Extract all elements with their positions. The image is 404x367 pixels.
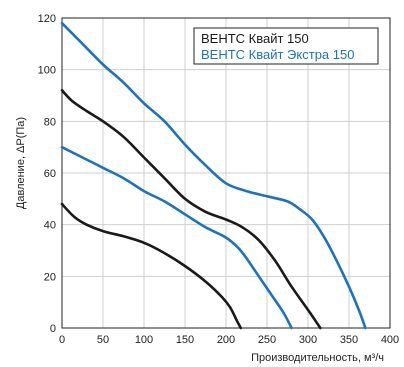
y-axis-ticks: 0 20 40 60 80 100 120 bbox=[38, 13, 56, 335]
x-tick-label-2: 100 bbox=[135, 334, 153, 346]
series-layer bbox=[60, 21, 367, 330]
legend-box bbox=[193, 27, 379, 65]
x-tick-label-4: 200 bbox=[217, 334, 235, 346]
legend: ВЕНТС Квайт 150 ВЕНТС Квайт Экстра 150 bbox=[193, 27, 379, 65]
x-axis-ticks: 0 50 100 150 200 250 300 350 400 bbox=[59, 334, 399, 346]
grid bbox=[62, 18, 390, 328]
x-tick-label-6: 300 bbox=[299, 334, 317, 346]
y-tick-label-6: 120 bbox=[38, 13, 56, 25]
series-line-0 bbox=[60, 202, 243, 330]
legend-entry-kvait-150: ВЕНТС Квайт 150 bbox=[201, 31, 309, 46]
series-line-2 bbox=[60, 145, 293, 330]
legend-entry-kvait-extra-150: ВЕНТС Квайт Экстра 150 bbox=[201, 47, 354, 62]
y-axis-label: Давление, ΔP(Па) bbox=[15, 117, 27, 209]
y-tick-label-3: 60 bbox=[44, 168, 56, 180]
x-axis-label: Производительность, м³/ч bbox=[251, 352, 384, 364]
y-tick-label-0: 0 bbox=[50, 323, 56, 335]
y-tick-label-4: 80 bbox=[44, 116, 56, 128]
y-tick-label-5: 100 bbox=[38, 65, 56, 77]
x-tick-label-0: 0 bbox=[59, 334, 65, 346]
y-tick-label-1: 20 bbox=[44, 271, 56, 283]
x-tick-label-1: 50 bbox=[97, 334, 109, 346]
x-tick-label-8: 400 bbox=[381, 334, 399, 346]
series-line-3 bbox=[60, 21, 367, 330]
x-tick-label-3: 150 bbox=[176, 334, 194, 346]
x-tick-label-5: 250 bbox=[258, 334, 276, 346]
plot-frame bbox=[61, 17, 391, 329]
y-tick-label-2: 40 bbox=[44, 220, 56, 232]
series-line-1 bbox=[60, 89, 322, 330]
x-tick-label-7: 350 bbox=[340, 334, 358, 346]
